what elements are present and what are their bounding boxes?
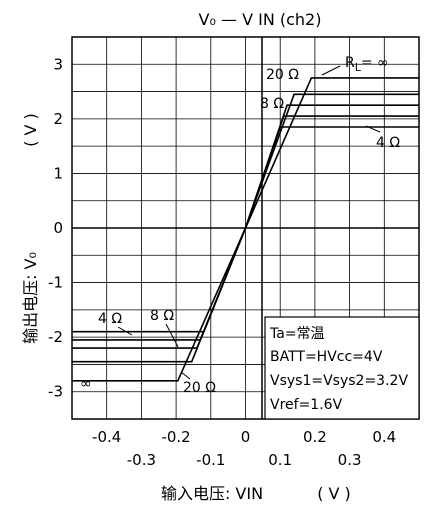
y-tick-label: 0: [53, 219, 63, 237]
y-tick-label: 1: [53, 164, 63, 182]
y-tick-label: -2: [48, 328, 63, 346]
y-tick-label: -1: [48, 274, 63, 292]
x-axis-title: 输入电压: VIN: [161, 484, 263, 503]
leader-upper-4-ohm: [365, 125, 381, 133]
chart-title: V₀ — V IN (ch2): [199, 10, 322, 29]
leader-rl: [321, 65, 341, 76]
label-lower-8-ohm: 8 Ω: [150, 308, 174, 324]
x-tick-label: 0.3: [338, 451, 362, 469]
y-axis-unit: ( V ): [21, 113, 40, 147]
condition-temp: Ta=常温: [269, 326, 325, 342]
x-tick-label: 0.2: [303, 428, 327, 446]
x-tick-label: -0.1: [196, 451, 225, 469]
x-tick-label: -0.3: [127, 451, 156, 469]
y-tick-label: -3: [48, 383, 63, 401]
grid: [72, 37, 419, 419]
condition-vref: Vref=1.6V: [270, 397, 343, 413]
x-tick-label: 0.4: [372, 428, 396, 446]
leader-lower-20-ohm: [180, 371, 191, 380]
x-tick-label: 0: [241, 428, 251, 446]
x-tick-label: 0.1: [268, 451, 292, 469]
series-group: [72, 77, 419, 382]
tick-labels: 3 2 1 0 -1 -2 -3 -0.4 -0.2 0 0.2 0.4 -0.3 -0.1 0.1 0.3: [48, 55, 396, 469]
conditions-box: [264, 316, 420, 420]
label-lower-inf: ∞: [80, 376, 92, 392]
label-upper-4-ohm: 4 Ω: [376, 135, 400, 151]
x-tick-label: -0.2: [161, 428, 190, 446]
label-lower-20-ohm: 20 Ω: [183, 380, 216, 396]
y-tick-label: 3: [53, 55, 63, 73]
x-axis-unit: ( V ): [317, 484, 351, 503]
condition-batt: BATT=HVcc=4V: [270, 349, 383, 365]
leader-lower-8-ohm: [165, 323, 179, 348]
y-axis-label: 输出电压: V₀ ( V ): [21, 113, 40, 344]
label-lower-4-ohm: 4 Ω: [98, 311, 122, 327]
label-upper-8-ohm: 8 Ω: [260, 96, 284, 112]
leader-lower-4-ohm: [117, 326, 133, 336]
label-rl: RL= ∞: [345, 55, 389, 74]
y-tick-label: 2: [53, 110, 63, 128]
x-tick-label: -0.4: [92, 428, 121, 446]
label-upper-20-ohm: 20 Ω: [266, 67, 299, 83]
y-axis-title: 输出电压: V₀: [21, 252, 40, 344]
condition-vsys: Vsys1=Vsys2=3.2V: [270, 373, 408, 389]
series-line: [72, 126, 419, 333]
